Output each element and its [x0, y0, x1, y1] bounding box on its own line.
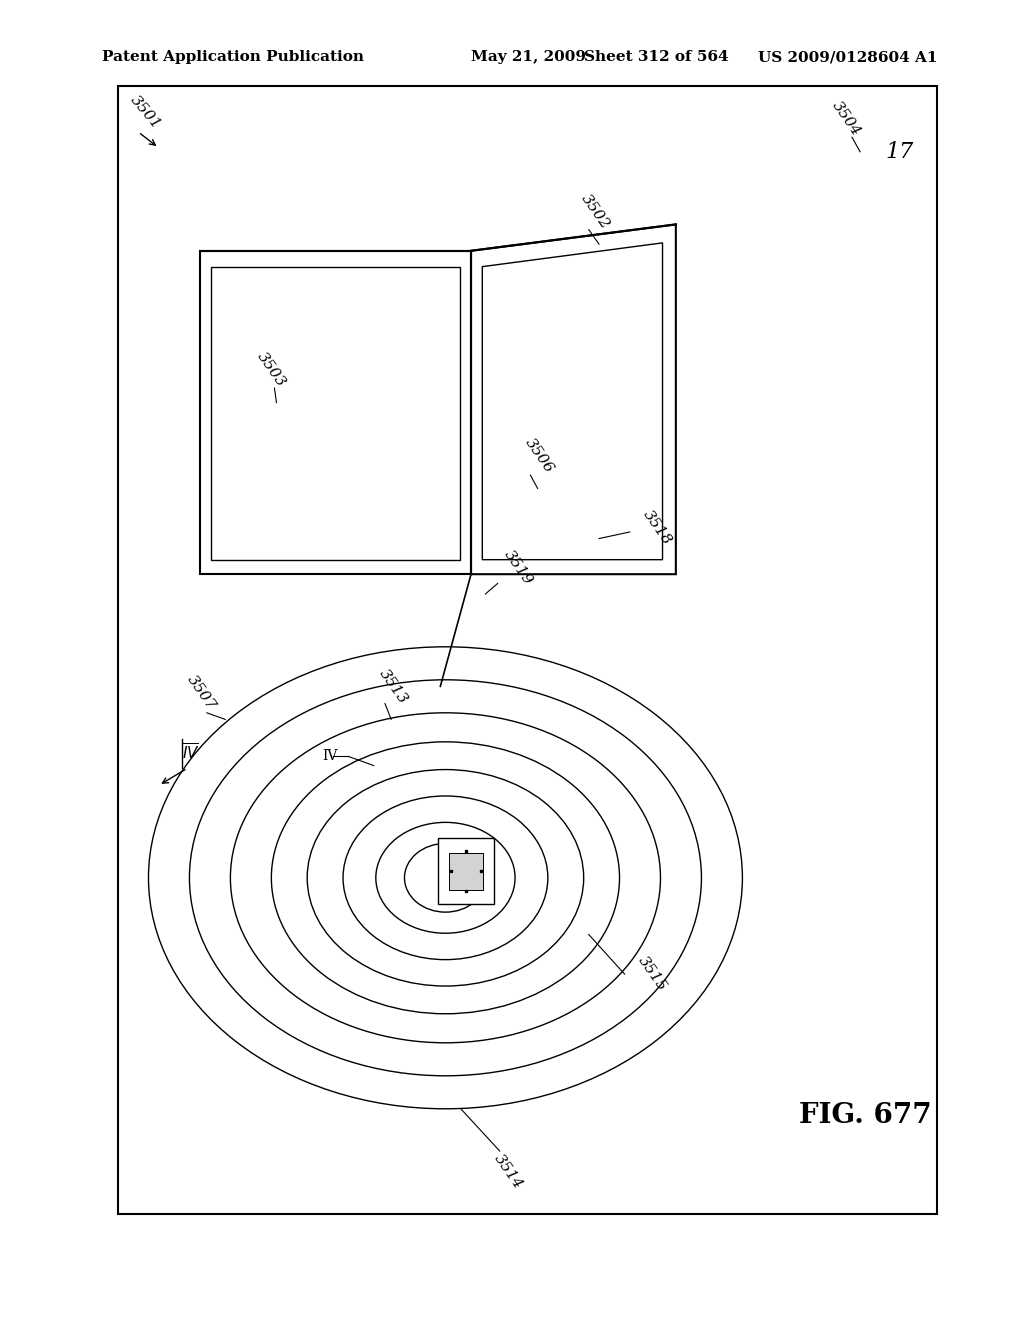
Text: 3519: 3519: [502, 548, 536, 587]
Text: 3513: 3513: [377, 667, 411, 706]
Text: FIG. 677: FIG. 677: [799, 1102, 932, 1129]
Text: 3503: 3503: [254, 350, 288, 389]
Text: 3506: 3506: [522, 436, 556, 475]
Text: 3504: 3504: [829, 99, 863, 139]
Text: 17: 17: [886, 141, 914, 162]
Text: Sheet 312 of 564: Sheet 312 of 564: [584, 50, 728, 65]
Text: 3501: 3501: [128, 92, 164, 132]
Text: 3514: 3514: [492, 1152, 525, 1192]
Text: 3518: 3518: [640, 508, 674, 548]
Text: 3515: 3515: [635, 954, 669, 994]
Text: IV: IV: [323, 750, 338, 763]
Polygon shape: [482, 243, 663, 560]
FancyBboxPatch shape: [449, 853, 483, 890]
Text: Patent Application Publication: Patent Application Publication: [102, 50, 365, 65]
FancyBboxPatch shape: [211, 267, 460, 560]
FancyBboxPatch shape: [438, 838, 494, 904]
Polygon shape: [471, 224, 676, 574]
Bar: [118, 86, 937, 1214]
Text: $\overline{IV}$: $\overline{IV}$: [182, 742, 200, 763]
FancyBboxPatch shape: [200, 251, 471, 574]
Text: May 21, 2009: May 21, 2009: [471, 50, 586, 65]
Text: US 2009/0128604 A1: US 2009/0128604 A1: [758, 50, 937, 65]
Text: 3507: 3507: [184, 673, 218, 713]
Text: 3502: 3502: [579, 191, 612, 231]
